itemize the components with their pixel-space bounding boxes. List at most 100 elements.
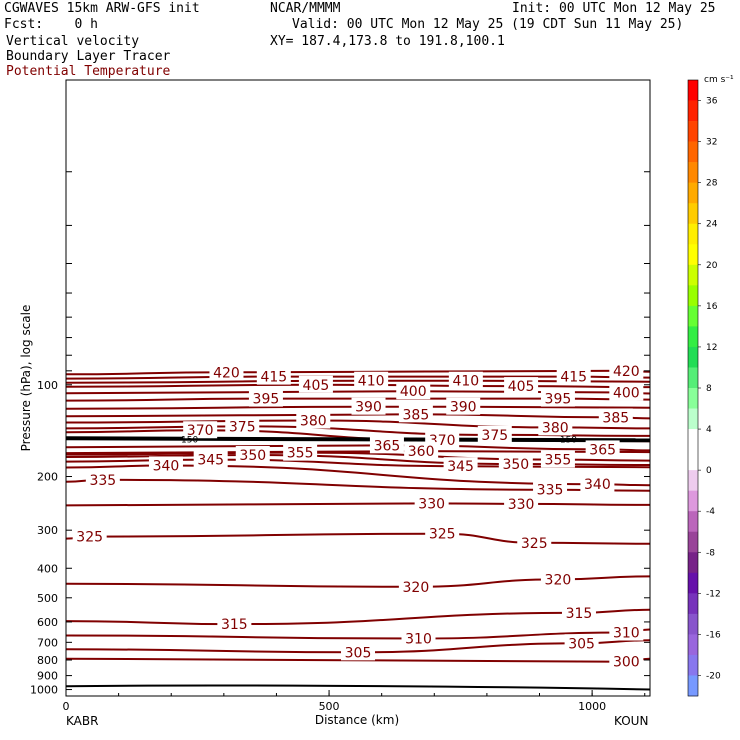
contour-label-bg xyxy=(446,397,481,415)
contour-label-330: 330 xyxy=(418,496,445,512)
contour-label-420: 420 xyxy=(613,364,640,380)
colorbar-swatch xyxy=(688,552,698,574)
y-tick-label: 500 xyxy=(37,592,58,605)
contour-label-355: 355 xyxy=(287,446,314,462)
colorbar-label: 32 xyxy=(706,138,717,148)
contour-label-bg xyxy=(256,367,291,385)
contour-label-bg xyxy=(580,475,615,493)
contour-label-415: 415 xyxy=(260,370,287,386)
contour-label-360: 360 xyxy=(408,444,435,460)
contour-label-390: 390 xyxy=(355,400,382,416)
contour-label-bg xyxy=(609,623,644,641)
colorbar-swatch xyxy=(688,654,698,676)
colorbar-swatch xyxy=(688,223,698,245)
contour-label-415: 415 xyxy=(560,370,587,386)
colorbar-swatch xyxy=(688,613,698,635)
contour-label-bg xyxy=(183,421,218,439)
colorbar-label: 8 xyxy=(706,384,712,394)
tracer-line-label: 150 xyxy=(181,435,198,445)
colorbar-title: cm s⁻¹ xyxy=(704,75,734,85)
colorbar-swatch xyxy=(688,593,698,615)
colorbar-swatch xyxy=(688,408,698,430)
contour-line-365 xyxy=(65,444,651,452)
contour-label-310: 310 xyxy=(405,631,432,647)
x-tick-label: 500 xyxy=(319,700,340,713)
contour-line-315 xyxy=(65,608,651,626)
contour-label-bg xyxy=(369,436,404,454)
forecast-hour: Fcst: 0 h xyxy=(4,17,98,32)
contour-label-420: 420 xyxy=(213,365,240,381)
contour-label-bg xyxy=(298,375,333,393)
colorbar: cm s⁻¹ 36 32 28 24 20 16 12 8 4 0 -4 -8 -12 -16 -20 xyxy=(687,75,734,697)
x-tick-label: 0 xyxy=(63,700,70,713)
colorbar-swatch xyxy=(688,326,698,348)
contour-label-bg xyxy=(561,603,596,621)
contour-label-bg xyxy=(404,442,439,460)
colorbar-label: -4 xyxy=(706,507,715,517)
colorbar-swatch xyxy=(688,80,698,101)
contour-label-335: 335 xyxy=(537,483,564,499)
colorbar-swatch xyxy=(688,675,698,697)
y-tick-label: 900 xyxy=(37,670,58,683)
contour-label-bg xyxy=(585,440,620,458)
contour-label-405: 405 xyxy=(508,379,535,395)
contour-label-bg xyxy=(448,371,483,389)
contour-label-320: 320 xyxy=(403,580,430,596)
contour-label-bg xyxy=(351,397,386,415)
contour-label-bg xyxy=(609,652,644,670)
colorbar-label: 28 xyxy=(706,179,718,189)
contour-label-325: 325 xyxy=(521,536,548,552)
colorbar-swatch xyxy=(688,346,698,368)
contour-label-bg xyxy=(72,527,107,545)
colorbar-swatch xyxy=(688,141,698,163)
colorbar-swatch xyxy=(688,449,698,471)
contour-label-310: 310 xyxy=(613,626,640,642)
y-tick-label: 700 xyxy=(37,636,58,649)
field-potential-temperature: Potential Temperature xyxy=(6,64,171,79)
colorbar-swatch xyxy=(688,634,698,656)
contour-label-bg xyxy=(504,494,539,512)
tracer-line-label: 150 xyxy=(560,435,577,445)
contour-label-365: 365 xyxy=(589,442,616,458)
y-tick-label: 1000 xyxy=(30,684,58,697)
contour-label-400: 400 xyxy=(613,385,640,401)
contour-label-bg xyxy=(398,577,433,595)
colorbar-swatch xyxy=(688,367,698,389)
colorbar-label: -16 xyxy=(706,630,721,640)
colorbar-label: -8 xyxy=(706,548,715,558)
contour-label-350: 350 xyxy=(502,457,529,473)
x-axis-label: Distance (km) xyxy=(315,713,399,727)
contour-label-345: 345 xyxy=(197,453,224,469)
contour-line-355 xyxy=(65,451,651,462)
contour-label-330: 330 xyxy=(508,497,535,513)
contour-label-bg xyxy=(540,570,575,588)
colorbar-swatch xyxy=(688,490,698,512)
colorbar-swatch xyxy=(688,572,698,594)
contour-label-bg xyxy=(283,443,318,461)
contour-label-bg xyxy=(225,417,260,435)
contour-label-395: 395 xyxy=(253,392,280,408)
contour-label-410: 410 xyxy=(358,374,385,390)
contour-label-bg xyxy=(517,533,552,551)
colorbar-swatch xyxy=(688,203,698,225)
contour-label-405: 405 xyxy=(303,378,330,394)
colorbar-label: 4 xyxy=(706,425,712,435)
right-endpoint-label: KOUN xyxy=(614,714,648,728)
contour-line-325 xyxy=(65,532,651,545)
contour-label-365: 365 xyxy=(374,438,401,454)
valid-time: Valid: 00 UTC Mon 12 May 25 (19 CDT Sun … xyxy=(292,17,684,32)
y-tick-label: 600 xyxy=(37,616,58,629)
contour-label-335: 335 xyxy=(89,473,116,489)
colorbar-label: 20 xyxy=(706,261,718,271)
contour-label-390: 390 xyxy=(450,400,477,416)
model-title: CGWAVES 15km ARW-GFS init xyxy=(4,1,200,16)
contour-label-bg xyxy=(148,456,183,474)
contour-label-bg xyxy=(425,524,460,542)
y-tick-label: 800 xyxy=(37,654,58,667)
contour-line-330 xyxy=(65,502,651,507)
contour-label-bg xyxy=(564,634,599,652)
colorbar-swatch xyxy=(688,244,698,266)
